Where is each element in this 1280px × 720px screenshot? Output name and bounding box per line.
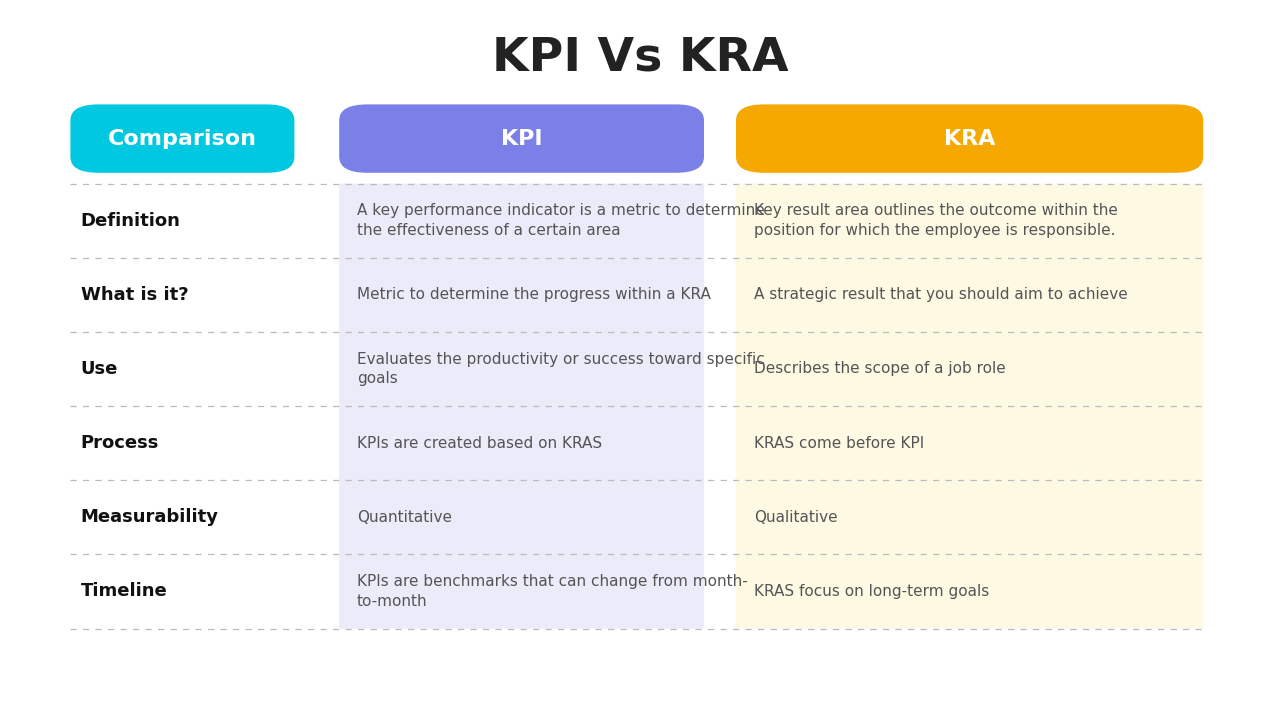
Text: KPI Vs KRA: KPI Vs KRA [492,35,788,80]
Text: KRAS focus on long-term goals: KRAS focus on long-term goals [754,584,989,599]
FancyBboxPatch shape [736,104,1203,173]
Text: KPIs are benchmarks that can change from month-
to-month: KPIs are benchmarks that can change from… [357,574,748,609]
Text: Use: Use [81,360,118,378]
FancyBboxPatch shape [339,104,704,173]
Text: KPI: KPI [500,129,543,148]
Text: KRA: KRA [943,129,996,148]
Text: Timeline: Timeline [81,582,168,600]
Text: Definition: Definition [81,212,180,230]
FancyBboxPatch shape [736,184,1203,629]
Text: Qualitative: Qualitative [754,510,837,525]
FancyBboxPatch shape [339,184,704,629]
Text: KRAS come before KPI: KRAS come before KPI [754,436,924,451]
Text: Evaluates the productivity or success toward specific
goals: Evaluates the productivity or success to… [357,351,765,387]
Text: What is it?: What is it? [81,286,188,304]
Text: Comparison: Comparison [108,129,257,148]
Text: A key performance indicator is a metric to determine
the effectiveness of a cert: A key performance indicator is a metric … [357,203,765,238]
Text: Key result area outlines the outcome within the
position for which the employee : Key result area outlines the outcome wit… [754,203,1117,238]
Text: A strategic result that you should aim to achieve: A strategic result that you should aim t… [754,287,1128,302]
Text: KPIs are created based on KRAS: KPIs are created based on KRAS [357,436,603,451]
Text: Measurability: Measurability [81,508,219,526]
Text: Quantitative: Quantitative [357,510,452,525]
Text: Process: Process [81,434,159,452]
Text: Describes the scope of a job role: Describes the scope of a job role [754,361,1006,377]
Text: Metric to determine the progress within a KRA: Metric to determine the progress within … [357,287,710,302]
FancyBboxPatch shape [70,104,294,173]
